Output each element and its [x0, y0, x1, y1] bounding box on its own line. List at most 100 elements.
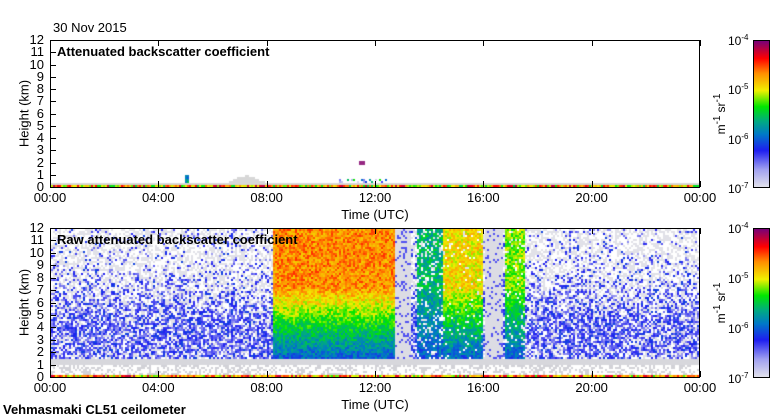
- y-tick-label: 12: [29, 220, 44, 235]
- y-tick-mark: [50, 265, 56, 267]
- x-tick-mark-top: [375, 228, 376, 234]
- colorbar-tick-label: 10-5: [728, 82, 748, 97]
- x-tick-mark: [591, 181, 593, 187]
- colorbar-tick-text: -4: [741, 33, 749, 42]
- y-tick-label: 0: [36, 179, 44, 194]
- y-tick-mark: [50, 125, 56, 127]
- x-axis-label: Time (UTC): [341, 207, 409, 222]
- colorbar: [753, 40, 770, 188]
- y-tick-label: 1: [36, 166, 44, 182]
- colorbar-tick-text: 10: [728, 83, 742, 98]
- y-tick-mark: [50, 290, 56, 292]
- x-tick-mark-top: [591, 228, 593, 234]
- footer-label: Vehmasmaki CL51 ceilometer: [3, 402, 186, 417]
- colorbar-tick-text: -5: [741, 82, 749, 92]
- colorbar-tick-text: 10: [728, 272, 742, 286]
- y-tick-mark: [50, 174, 56, 176]
- x-tick-mark-top: [591, 40, 593, 46]
- y-axis-label: Height (km): [16, 268, 32, 337]
- x-tick-mark: [158, 181, 160, 187]
- y-tick-mark: [50, 89, 56, 90]
- x-tick-mark-top: [158, 228, 160, 234]
- x-tick-mark-top: [158, 40, 160, 46]
- y-tick-label: 5: [36, 306, 44, 322]
- y-tick-label: 9: [36, 68, 44, 84]
- x-tick-label: 08:00: [250, 380, 283, 395]
- y-tick-label: 10: [29, 56, 44, 72]
- colorbar-tick-text: -4: [741, 221, 749, 230]
- y-tick-mark: [50, 162, 56, 164]
- colorbar-unit-part: -1: [712, 115, 723, 125]
- y-tick-label: 5: [36, 117, 44, 133]
- x-tick-label: 04:00: [142, 190, 175, 205]
- x-tick-label: 00:00: [33, 190, 67, 205]
- x-tick-mark-top: [483, 40, 485, 46]
- y-tick-label: 6: [36, 294, 44, 310]
- y-tick-mark: [50, 302, 56, 304]
- y-tick-label: 4: [36, 130, 44, 145]
- heatmap-canvas: [51, 229, 699, 377]
- x-tick-label: 04:00: [142, 380, 175, 395]
- x-tick-label: 12:00: [358, 190, 392, 205]
- x-tick-label: 12:00: [358, 380, 392, 395]
- x-tick-mark: [591, 371, 593, 377]
- plot-area-attenuated: Attenuated backscatter coefficient: [50, 40, 700, 188]
- y-tick-mark: [50, 240, 56, 242]
- y-tick-mark: [50, 314, 56, 316]
- y-tick-mark: [50, 327, 56, 329]
- colorbar-tick-label: 10-4: [728, 221, 748, 236]
- y-tick-label: 8: [36, 269, 44, 285]
- y-tick-mark: [50, 64, 56, 66]
- x-tick-label: 00:00: [683, 380, 717, 395]
- x-tick-mark: [50, 371, 51, 377]
- y-tick-mark: [50, 228, 56, 229]
- colorbar: [753, 228, 770, 378]
- x-tick-mark: [700, 371, 701, 377]
- colorbar-tick-label: 10-4: [728, 33, 748, 48]
- y-tick-label: 7: [36, 282, 44, 298]
- panel-title: Attenuated backscatter coefficient: [57, 44, 270, 59]
- x-tick-mark: [158, 371, 160, 377]
- x-tick-label: 08:00: [250, 190, 283, 205]
- colorbar-unit-part: -1: [712, 304, 723, 314]
- x-tick-mark-top: [50, 228, 51, 234]
- y-tick-label: 12: [29, 32, 44, 47]
- x-tick-mark: [50, 181, 51, 187]
- x-tick-label: 16:00: [467, 380, 500, 395]
- plot-area-raw: Raw attenuated backscatter coefficient: [50, 228, 700, 378]
- colorbar-tick-text: 10: [728, 34, 742, 48]
- y-tick-label: 3: [36, 142, 44, 158]
- y-tick-mark: [50, 377, 56, 378]
- y-tick-label: 2: [36, 344, 44, 360]
- colorbar-tick-label: 10-7: [728, 371, 748, 386]
- y-tick-label: 11: [30, 44, 45, 60]
- colorbar-tick-text: -7: [741, 371, 749, 380]
- colorbar-tick-text: 10: [728, 132, 742, 147]
- x-tick-mark: [700, 181, 701, 187]
- y-tick-mark: [50, 101, 56, 103]
- y-tick-label: 0: [36, 369, 44, 384]
- y-tick-mark: [50, 40, 56, 41]
- x-tick-label: 16:00: [467, 190, 500, 205]
- y-tick-label: 10: [29, 244, 44, 260]
- x-tick-mark: [266, 181, 268, 187]
- x-tick-mark-top: [700, 40, 701, 46]
- x-tick-mark: [375, 181, 376, 187]
- x-tick-mark: [483, 371, 485, 377]
- x-axis-label: Time (UTC): [341, 397, 409, 412]
- colorbar-tick-text: -7: [741, 181, 749, 190]
- y-tick-mark: [50, 150, 56, 152]
- colorbar-tick-label: 10-7: [728, 181, 748, 196]
- y-tick-label: 1: [36, 356, 44, 372]
- x-tick-label: 20:00: [575, 380, 608, 395]
- colorbar-tick-text: 10: [728, 372, 742, 386]
- y-tick-mark: [50, 277, 56, 279]
- colorbar-tick-label: 10-6: [728, 321, 748, 336]
- y-tick-label: 11: [30, 232, 45, 248]
- y-tick-mark: [50, 339, 56, 341]
- y-tick-label: 7: [36, 93, 44, 109]
- y-tick-mark: [50, 187, 56, 188]
- y-tick-label: 3: [36, 331, 44, 347]
- y-tick-label: 8: [36, 81, 44, 96]
